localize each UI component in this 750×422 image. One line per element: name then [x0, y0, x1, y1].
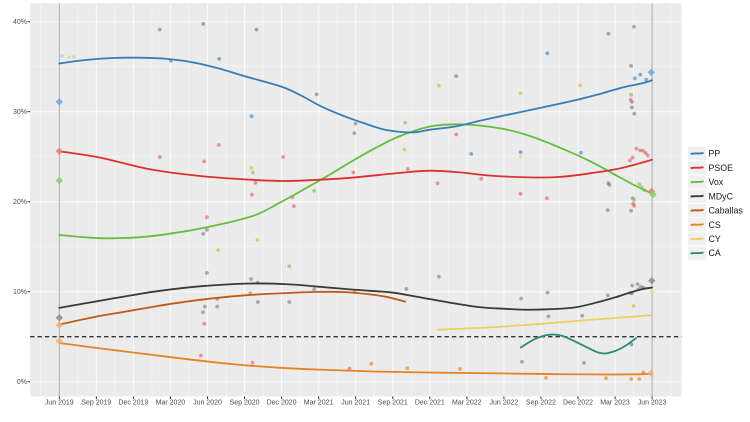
- svg-text:Jun 2022: Jun 2022: [489, 400, 518, 407]
- svg-text:40%: 40%: [13, 19, 27, 26]
- svg-text:PP: PP: [709, 149, 721, 159]
- svg-text:Jun 2019: Jun 2019: [45, 400, 74, 407]
- svg-text:CA: CA: [709, 248, 721, 258]
- svg-text:Mar 2020: Mar 2020: [156, 400, 186, 407]
- svg-text:PSOE: PSOE: [709, 163, 734, 173]
- svg-text:Sep 2020: Sep 2020: [230, 400, 260, 407]
- svg-text:Mar 2022: Mar 2022: [452, 400, 482, 407]
- svg-text:Dec 2022: Dec 2022: [563, 400, 593, 407]
- svg-text:CY: CY: [709, 234, 721, 244]
- svg-text:Dec 2020: Dec 2020: [267, 400, 297, 407]
- svg-text:30%: 30%: [13, 109, 27, 116]
- svg-text:Caballas: Caballas: [709, 206, 744, 216]
- svg-text:10%: 10%: [13, 289, 27, 296]
- svg-text:Sep 2021: Sep 2021: [378, 400, 408, 407]
- svg-text:0%: 0%: [17, 379, 27, 386]
- svg-text:20%: 20%: [13, 199, 27, 206]
- svg-text:Sep 2019: Sep 2019: [81, 400, 111, 407]
- svg-text:Dec 2021: Dec 2021: [415, 400, 445, 407]
- svg-text:Dec 2019: Dec 2019: [118, 400, 148, 407]
- svg-text:CS: CS: [709, 220, 721, 230]
- svg-text:Mar 2021: Mar 2021: [304, 400, 334, 407]
- svg-text:Vox: Vox: [709, 177, 724, 187]
- svg-text:MDyC: MDyC: [709, 191, 734, 201]
- svg-text:Mar 2023: Mar 2023: [600, 400, 630, 407]
- svg-text:Jun 2020: Jun 2020: [193, 400, 222, 407]
- svg-text:Jun 2023: Jun 2023: [638, 400, 667, 407]
- svg-text:Sep 2022: Sep 2022: [526, 400, 556, 407]
- svg-text:Jun 2021: Jun 2021: [341, 400, 370, 407]
